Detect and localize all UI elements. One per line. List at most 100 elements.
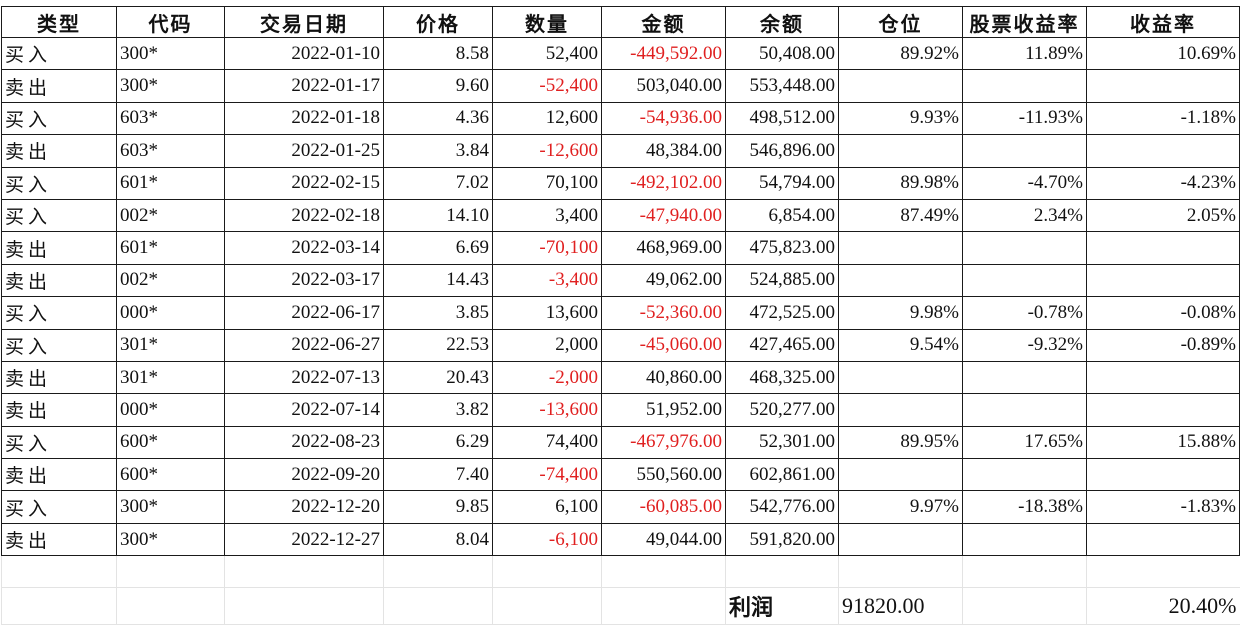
cell-balance[interactable]: 468,325.00	[725, 360, 839, 395]
cell-date[interactable]: 2022-03-14	[224, 231, 384, 265]
cell-position[interactable]: 9.93%	[838, 101, 963, 136]
cell-balance[interactable]: 602,861.00	[725, 458, 839, 492]
header-cell-amount[interactable]: 金额	[601, 6, 726, 38]
cell-type[interactable]: 买入	[1, 328, 117, 362]
cell-date[interactable]: 2022-12-27	[224, 522, 384, 557]
cell-type[interactable]: 买入	[1, 166, 117, 200]
cell-stock-return[interactable]	[962, 69, 1087, 103]
cell-code[interactable]: 300*	[116, 522, 225, 557]
cell-balance[interactable]: 524,885.00	[725, 263, 839, 298]
cell-amount[interactable]: 40,860.00	[601, 360, 726, 395]
cell-date[interactable]: 2022-07-13	[224, 360, 384, 395]
cell-date[interactable]: 2022-01-17	[224, 69, 384, 103]
cell-return[interactable]	[1086, 263, 1240, 298]
cell-return[interactable]: -0.08%	[1086, 296, 1240, 330]
cell-balance[interactable]: 475,823.00	[725, 231, 839, 265]
cell-position[interactable]: 9.54%	[838, 328, 963, 362]
cell-amount[interactable]: -492,102.00	[601, 166, 726, 200]
cell-type[interactable]: 买入	[1, 425, 117, 460]
cell-return[interactable]	[1086, 134, 1240, 168]
cell-balance[interactable]: 542,776.00	[725, 490, 839, 524]
cell-balance[interactable]: 52,301.00	[725, 425, 839, 460]
cell-amount[interactable]: 49,044.00	[601, 522, 726, 557]
cell-stock-return[interactable]: -0.78%	[962, 296, 1087, 330]
cell-type[interactable]: 卖出	[1, 69, 117, 103]
cell-price[interactable]: 4.36	[383, 101, 493, 136]
cell-position[interactable]: 89.92%	[838, 36, 963, 71]
cell-type[interactable]: 买入	[1, 490, 117, 524]
cell-price[interactable]: 7.02	[383, 166, 493, 200]
cell-code[interactable]: 603*	[116, 134, 225, 168]
cell-code[interactable]: 600*	[116, 458, 225, 492]
cell-return[interactable]	[1086, 231, 1240, 265]
cell-quantity[interactable]: 3,400	[492, 198, 602, 233]
header-cell-code[interactable]: 代码	[116, 6, 225, 38]
cell-stock-return[interactable]: 17.65%	[962, 425, 1087, 460]
cell-type[interactable]: 买入	[1, 101, 117, 136]
cell-stock-return[interactable]: -11.93%	[962, 101, 1087, 136]
profit-label[interactable]: 利润	[725, 587, 839, 626]
cell-code[interactable]: 301*	[116, 360, 225, 395]
header-cell-balance[interactable]: 余额	[725, 6, 839, 38]
cell-date[interactable]: 2022-09-20	[224, 458, 384, 492]
cell-stock-return[interactable]	[962, 393, 1087, 427]
cell-date[interactable]: 2022-12-20	[224, 490, 384, 524]
cell-quantity[interactable]: 12,600	[492, 101, 602, 136]
cell-quantity[interactable]: -2,000	[492, 360, 602, 395]
cell-amount[interactable]: -52,360.00	[601, 296, 726, 330]
cell-stock-return[interactable]	[962, 522, 1087, 557]
cell-date[interactable]: 2022-08-23	[224, 425, 384, 460]
empty-cell[interactable]	[116, 587, 225, 626]
cell-stock-return[interactable]: -4.70%	[962, 166, 1087, 200]
cell-date[interactable]: 2022-07-14	[224, 393, 384, 427]
cell-position[interactable]	[838, 522, 963, 557]
cell-price[interactable]: 9.60	[383, 69, 493, 103]
cell-position[interactable]: 9.97%	[838, 490, 963, 524]
cell-position[interactable]: 9.98%	[838, 296, 963, 330]
cell-return[interactable]: -1.18%	[1086, 101, 1240, 136]
cell-balance[interactable]: 498,512.00	[725, 101, 839, 136]
cell-balance[interactable]: 520,277.00	[725, 393, 839, 427]
header-cell-return[interactable]: 收益率	[1086, 6, 1240, 38]
cell-price[interactable]: 8.04	[383, 522, 493, 557]
empty-cell[interactable]	[224, 587, 384, 626]
cell-type[interactable]: 卖出	[1, 263, 117, 298]
empty-cell[interactable]	[725, 555, 839, 589]
cell-position[interactable]	[838, 360, 963, 395]
cell-code[interactable]: 603*	[116, 101, 225, 136]
cell-quantity[interactable]: -13,600	[492, 393, 602, 427]
cell-date[interactable]: 2022-01-18	[224, 101, 384, 136]
empty-cell[interactable]	[383, 555, 493, 589]
cell-price[interactable]: 9.85	[383, 490, 493, 524]
cell-stock-return[interactable]: 2.34%	[962, 198, 1087, 233]
empty-cell[interactable]	[383, 587, 493, 626]
cell-date[interactable]: 2022-02-15	[224, 166, 384, 200]
cell-code[interactable]: 002*	[116, 198, 225, 233]
cell-type[interactable]: 买入	[1, 36, 117, 71]
cell-amount[interactable]: 468,969.00	[601, 231, 726, 265]
cell-stock-return[interactable]: 11.89%	[962, 36, 1087, 71]
empty-cell[interactable]	[116, 555, 225, 589]
cell-position[interactable]	[838, 231, 963, 265]
cell-position[interactable]	[838, 393, 963, 427]
cell-balance[interactable]: 553,448.00	[725, 69, 839, 103]
cell-balance[interactable]: 546,896.00	[725, 134, 839, 168]
cell-position[interactable]: 87.49%	[838, 198, 963, 233]
cell-return[interactable]	[1086, 69, 1240, 103]
cell-amount[interactable]: -60,085.00	[601, 490, 726, 524]
cell-date[interactable]: 2022-03-17	[224, 263, 384, 298]
cell-amount[interactable]: -449,592.00	[601, 36, 726, 71]
cell-quantity[interactable]: 74,400	[492, 425, 602, 460]
cell-position[interactable]	[838, 458, 963, 492]
cell-quantity[interactable]: -3,400	[492, 263, 602, 298]
cell-balance[interactable]: 472,525.00	[725, 296, 839, 330]
cell-stock-return[interactable]	[962, 134, 1087, 168]
header-cell-position[interactable]: 仓位	[838, 6, 963, 38]
header-cell-price[interactable]: 价格	[383, 6, 493, 38]
cell-return[interactable]: -1.83%	[1086, 490, 1240, 524]
cell-quantity[interactable]: -70,100	[492, 231, 602, 265]
cell-amount[interactable]: -467,976.00	[601, 425, 726, 460]
cell-type[interactable]: 卖出	[1, 134, 117, 168]
header-cell-date[interactable]: 交易日期	[224, 6, 384, 38]
cell-type[interactable]: 卖出	[1, 360, 117, 395]
